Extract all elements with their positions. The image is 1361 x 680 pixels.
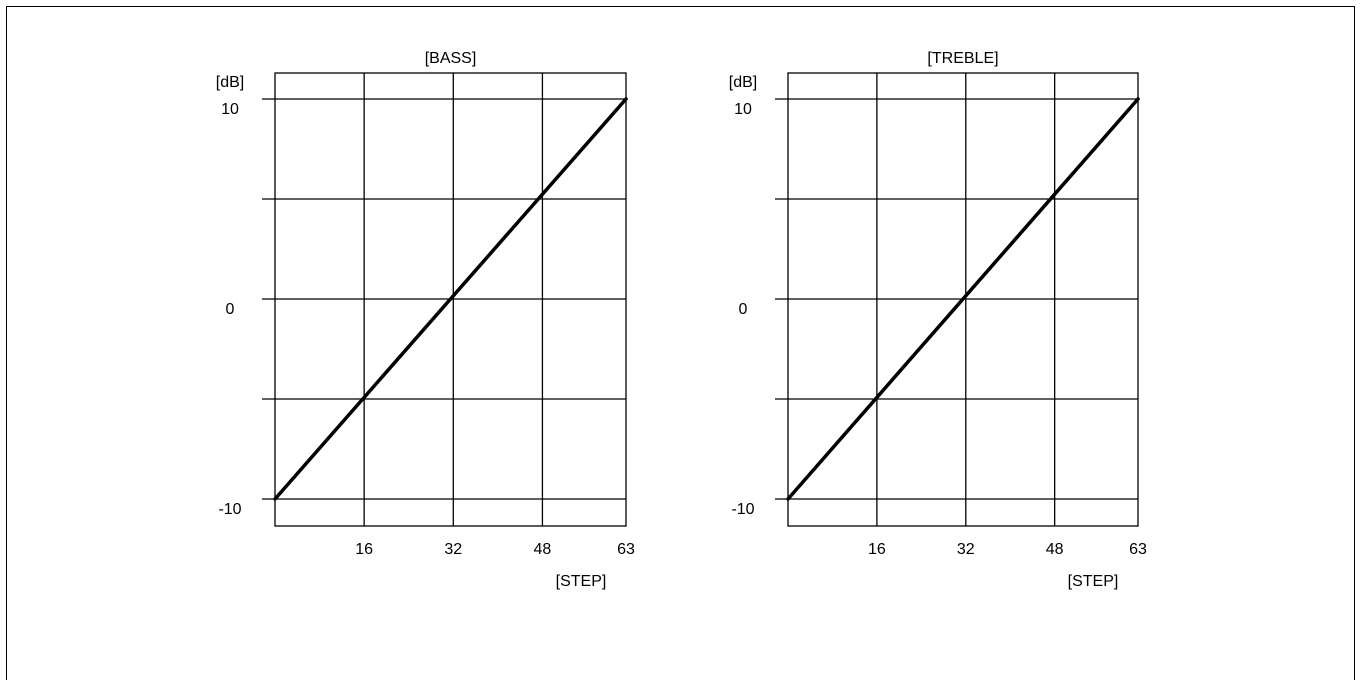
chart-1-x-tick-label: 16: [355, 541, 373, 558]
chart-1-title: [BASS]: [425, 50, 477, 67]
chart-2-x-tick-label: 16: [868, 541, 886, 558]
chart-1-x-tick-label: 32: [444, 541, 462, 558]
chart-1-y-tick-label: 0: [226, 301, 235, 318]
chart-2-title: [TREBLE]: [927, 50, 998, 67]
chart-1-y-tick-label: 10: [221, 101, 239, 118]
chart-2-y-tick-label: -10: [731, 501, 754, 518]
chart-2-x-tick-label: 32: [957, 541, 975, 558]
chart-2-y-tick-label: 0: [739, 301, 748, 318]
chart-2-x-axis-label: [STEP]: [1068, 573, 1119, 590]
chart-1-x-axis-label: [STEP]: [556, 573, 607, 590]
chart-2-y-tick-label: 10: [734, 101, 752, 118]
chart-2-x-tick-label: 63: [1129, 541, 1147, 558]
chart-2-x-tick-label: 48: [1046, 541, 1064, 558]
figure-frame: [6, 6, 1355, 680]
chart-1-y-axis-label: [dB]: [216, 74, 244, 91]
chart-1-x-tick-label: 63: [617, 541, 635, 558]
chart-1-y-tick-label: -10: [218, 501, 241, 518]
chart-1-x-tick-label: 48: [534, 541, 552, 558]
chart-2-y-axis-label: [dB]: [729, 74, 757, 91]
chart-2-series-line: [786, 97, 1140, 501]
chart-1-series-line: [273, 97, 628, 501]
